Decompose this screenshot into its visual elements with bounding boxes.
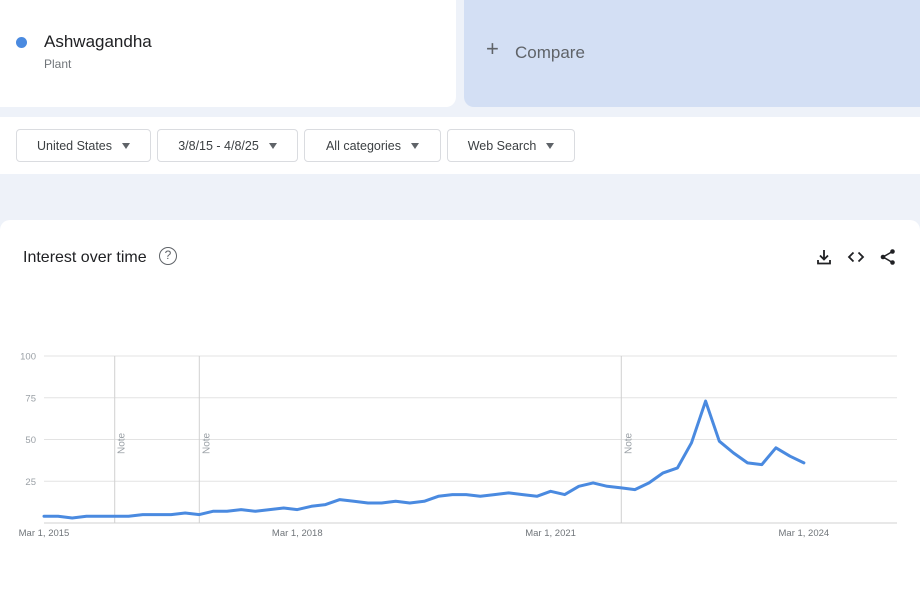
- embed-code-icon[interactable]: [847, 248, 865, 266]
- compare-label: Compare: [515, 43, 585, 62]
- x-tick-label: Mar 1, 2021: [525, 528, 576, 539]
- x-tick-label: Mar 1, 2024: [779, 528, 830, 539]
- dropdown-arrow-icon: [268, 142, 277, 149]
- region-filter-dropdown[interactable]: United States: [16, 129, 151, 162]
- note-label: Note: [117, 432, 128, 454]
- plus-icon: +: [486, 36, 499, 61]
- dropdown-arrow-icon: [546, 142, 555, 149]
- term-color-dot: [16, 37, 27, 48]
- help-icon[interactable]: ?: [159, 247, 177, 265]
- dropdown-arrow-icon: [411, 142, 420, 149]
- x-tick-label: Mar 1, 2015: [19, 528, 70, 539]
- interest-line-chart: 25 50 75 100 Mar 1, 2015 Mar 1, 2018 Mar 1, 20…: [19, 352, 897, 539]
- category-filter-dropdown[interactable]: All categories: [304, 129, 441, 162]
- search-type-filter-dropdown[interactable]: Web Search: [447, 129, 575, 162]
- chart-title: Interest over time: [23, 249, 147, 266]
- share-icon[interactable]: [879, 248, 897, 266]
- search-term-card[interactable]: Ashwagandha Plant: [0, 0, 456, 107]
- y-tick-label: 25: [25, 477, 36, 488]
- dropdown-arrow-icon: [122, 142, 131, 149]
- series-line: [42, 399, 806, 520]
- y-tick-label: 50: [25, 435, 36, 446]
- note-label: Note: [623, 432, 634, 454]
- category-filter-label: All categories: [325, 138, 402, 153]
- filter-bar: United States 3/8/15 - 4/8/25 All catego…: [0, 117, 920, 174]
- interest-over-time-card: Interest over time ? 25 50 75 100 Mar 1, 201…: [0, 220, 920, 600]
- y-tick-label: 100: [20, 352, 36, 363]
- search-type-filter-label: Web Search: [467, 138, 537, 153]
- y-tick-label: 75: [25, 393, 36, 404]
- term-type: Plant: [44, 57, 72, 71]
- date-range-filter-label: 3/8/15 - 4/8/25: [178, 138, 259, 153]
- download-icon[interactable]: [815, 248, 833, 266]
- region-filter-label: United States: [36, 138, 113, 153]
- compare-button[interactable]: + Compare: [464, 0, 920, 107]
- term-name[interactable]: Ashwagandha: [44, 32, 152, 51]
- x-tick-label: Mar 1, 2018: [272, 528, 323, 539]
- note-label: Note: [201, 432, 212, 454]
- date-range-filter-dropdown[interactable]: 3/8/15 - 4/8/25: [157, 129, 298, 162]
